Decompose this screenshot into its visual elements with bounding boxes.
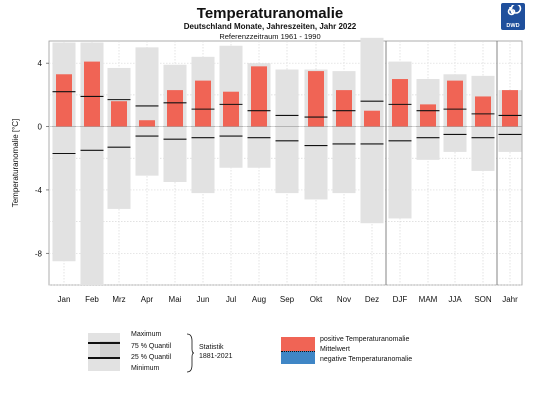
y-tick-label-0: 0 <box>38 123 43 132</box>
reference-period: Referenzzeitraum 1961 - 1990 <box>219 32 321 41</box>
x-tick-label-Jahr: Jahr <box>502 295 518 304</box>
anomaly-bar-Mrz <box>111 101 127 127</box>
legend-q75: 75 % Quantil <box>131 343 172 350</box>
legend-negative-swatch <box>281 351 315 364</box>
x-tick-label-MAM: MAM <box>419 295 438 304</box>
x-tick-label-Feb: Feb <box>85 295 99 304</box>
anomaly-bar-Dez <box>364 110 380 127</box>
legend-q25: 25 % Quantil <box>131 354 172 361</box>
logo-label: DWD <box>506 23 520 29</box>
anomaly-bar-Feb <box>84 61 100 127</box>
range-bar-Nov <box>332 71 356 194</box>
y-axis-label: Temperaturanomalie [°C] <box>11 119 20 208</box>
x-tick-label-SON: SON <box>474 295 492 304</box>
x-tick-label-Mrz: Mrz <box>112 295 125 304</box>
legend-quantile-swatch <box>100 341 120 359</box>
x-tick-label-DJF: DJF <box>393 295 408 304</box>
range-bar-Mrz <box>107 67 131 209</box>
range-bar-Sep <box>275 69 299 194</box>
anomaly-bar-SON <box>475 96 491 127</box>
y-tick-label--4: -4 <box>35 186 43 195</box>
x-tick-label-Dez: Dez <box>365 295 379 304</box>
anomaly-bar-Nov <box>336 90 352 127</box>
x-tick-label-Okt: Okt <box>310 295 323 304</box>
anomaly-bar-Jul <box>223 91 239 127</box>
x-tick-label-Jul: Jul <box>226 295 236 304</box>
anomaly-bar-Aug <box>251 66 267 127</box>
anomaly-bar-Jun <box>195 80 211 127</box>
range-bar-Dez <box>360 37 384 224</box>
legend-minimum: Minimum <box>131 365 160 372</box>
legend-positive-swatch <box>281 337 315 351</box>
legend-mean-line <box>281 350 315 352</box>
x-tick-label-Sep: Sep <box>280 295 295 304</box>
dwd-logo: DWD <box>501 3 525 30</box>
legend-statistik: Statistik <box>199 344 224 351</box>
anomaly-bar-Mai <box>167 90 183 127</box>
x-tick-label-Jun: Jun <box>197 295 210 304</box>
anomaly-bar-MAM <box>420 104 436 127</box>
x-tick-label-Mai: Mai <box>169 295 182 304</box>
anomaly-bar-DJF <box>392 79 408 127</box>
anomaly-bar-JJA <box>447 80 463 127</box>
anomaly-bar-Okt <box>308 71 324 127</box>
x-tick-label-JJA: JJA <box>448 295 462 304</box>
legend-statistik-period: 1881-2021 <box>199 353 233 360</box>
y-tick-label--8: -8 <box>35 249 43 258</box>
x-tick-label-Apr: Apr <box>141 295 154 304</box>
range-bar-Apr <box>135 47 159 176</box>
legend-brace <box>186 333 195 373</box>
x-tick-label-Jan: Jan <box>58 295 71 304</box>
legend-negative: negative Temperaturanomalie <box>320 356 413 363</box>
legend-q25-line <box>88 357 120 359</box>
legend-positive: positive Temperaturanomalie <box>320 336 410 343</box>
x-tick-label-Nov: Nov <box>337 295 351 304</box>
y-tick-label-4: 4 <box>38 59 43 68</box>
x-tick-label-Aug: Aug <box>252 295 266 304</box>
spiral-icon <box>507 5 522 16</box>
legend-maximum: Maximum <box>131 331 162 338</box>
chart-title: Temperaturanomalie <box>196 5 344 22</box>
legend-q75-line <box>88 342 120 344</box>
anomaly-bar-Jan <box>56 74 72 127</box>
chart-subtitle: Deutschland Monate, Jahreszeiten, Jahr 2… <box>183 22 357 31</box>
legend-mittelwert: Mittelwert <box>320 346 350 353</box>
anomaly-bar-Apr <box>139 120 155 127</box>
anomaly-bar-Jahr <box>502 90 518 127</box>
